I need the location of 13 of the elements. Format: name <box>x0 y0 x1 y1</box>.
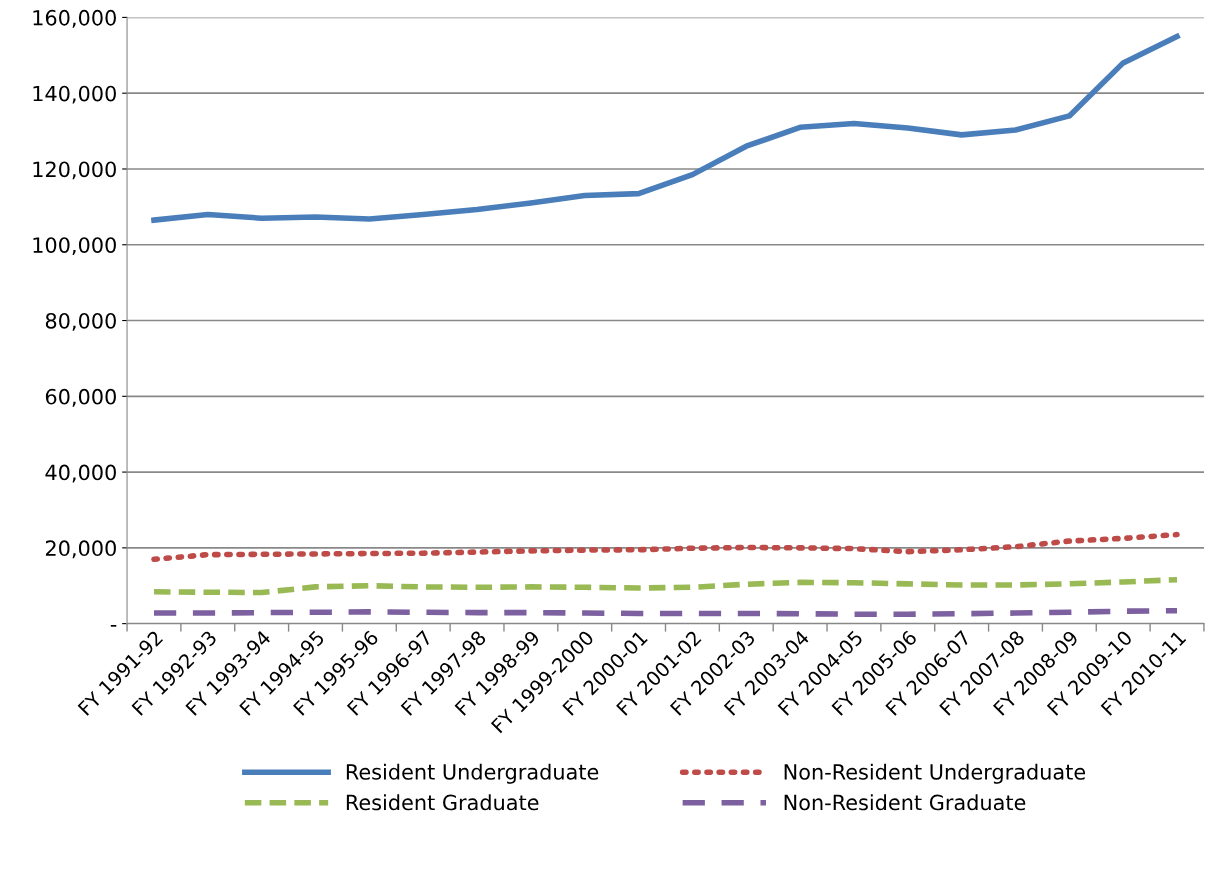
y-tick-label: - <box>110 625 117 627</box>
legend-label: Non-Resident Graduate <box>784 794 1026 811</box>
legend-label: Resident Undergraduate <box>346 763 599 784</box>
legend-label: Non-Resident Undergraduate <box>784 763 1086 784</box>
y-tick-label: 20,000 <box>45 540 116 559</box>
legend-label: Resident Graduate <box>346 794 539 811</box>
y-tick-label: 40,000 <box>45 464 116 483</box>
y-tick-label: 100,000 <box>33 237 116 256</box>
y-tick-label: 80,000 <box>45 312 116 331</box>
y-tick-label: 140,000 <box>33 85 116 104</box>
y-tick-label: 120,000 <box>33 161 116 180</box>
y-tick-label: 60,000 <box>45 388 116 407</box>
y-tick-label: 160,000 <box>33 9 116 28</box>
